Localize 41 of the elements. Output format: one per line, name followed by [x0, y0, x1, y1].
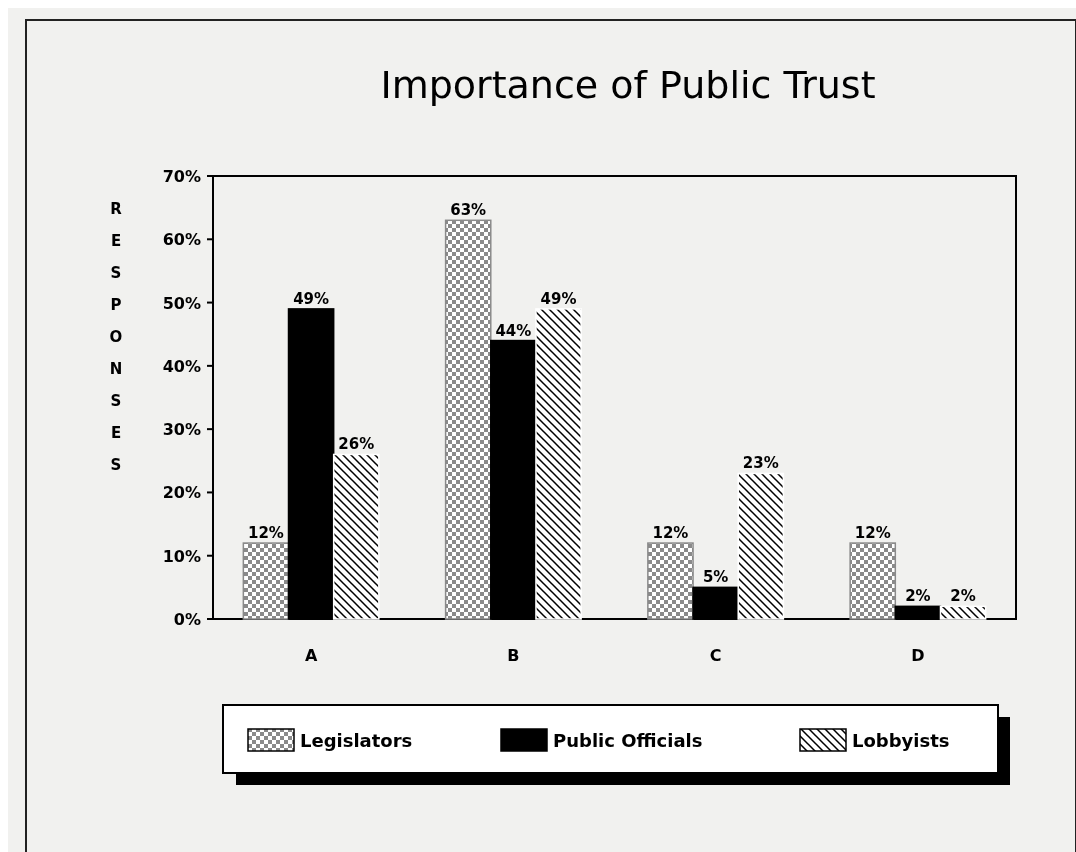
bar [242, 542, 290, 620]
data-label: 12% [854, 524, 891, 543]
bar [849, 542, 897, 620]
bar [894, 605, 942, 620]
bar [490, 339, 537, 620]
y-tick-label: 60% [162, 230, 201, 250]
y-tick-label: 10% [162, 546, 201, 566]
data-label: 12% [247, 524, 284, 543]
x-tick-label: A [304, 646, 318, 665]
chart-title: Importance of Public Trust [380, 63, 876, 107]
bar [647, 542, 694, 620]
x-tick-label: D [911, 646, 925, 665]
bar [444, 219, 492, 620]
x-tick-label: C [709, 646, 722, 665]
y-tick-label: 50% [162, 293, 201, 313]
data-label: 12% [652, 524, 689, 543]
y-tick-label: 20% [162, 483, 201, 503]
data-label: 5% [702, 568, 729, 587]
bar [939, 605, 987, 620]
x-tick-label: B [507, 646, 520, 665]
data-label: 2% [905, 587, 931, 606]
data-label: 23% [742, 454, 779, 473]
y-tick-label: 70% [162, 167, 201, 186]
data-label: 26% [338, 435, 375, 454]
data-label: 63% [450, 201, 487, 220]
bar [737, 472, 785, 620]
y-tick-label: 40% [162, 356, 201, 376]
data-label: 49% [540, 289, 577, 308]
data-label: 44% [495, 321, 532, 340]
legend-label: Public Officials [553, 730, 703, 751]
legend-label: Lobbyists [852, 730, 950, 751]
data-label: 49% [293, 289, 330, 308]
text: RESPONSES [109, 200, 123, 474]
y-tick-label: 30% [162, 420, 201, 440]
bar [535, 308, 582, 620]
legend-label: Legislators [300, 730, 413, 751]
data-label: 2% [950, 587, 976, 606]
bar [287, 308, 335, 620]
y-tick-label: 0% [173, 610, 201, 629]
bar [692, 586, 739, 620]
bar [332, 453, 380, 620]
